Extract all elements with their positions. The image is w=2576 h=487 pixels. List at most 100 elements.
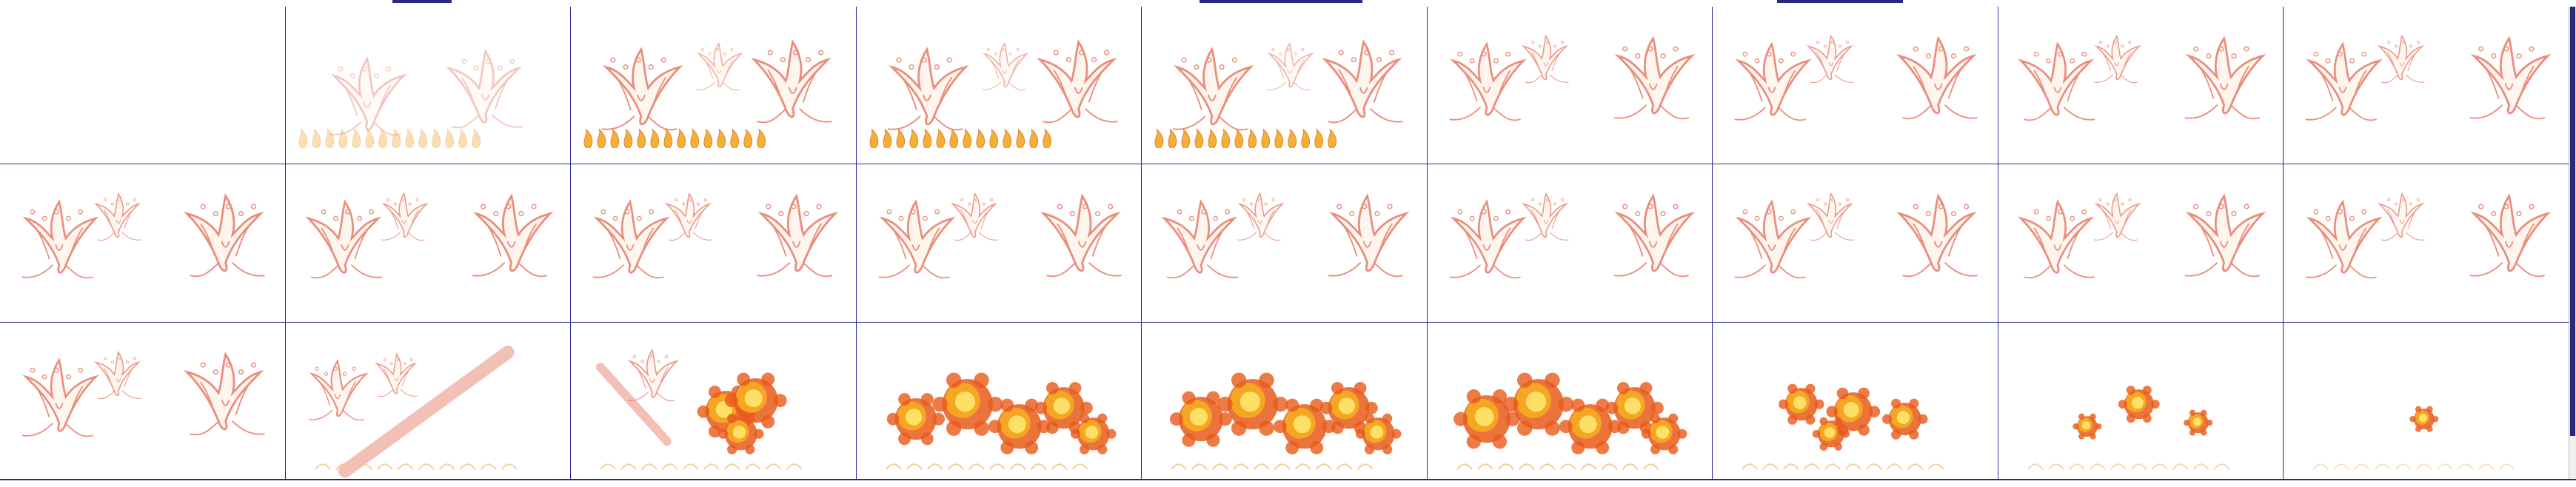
explosion-sprite [1641,413,1687,454]
explosion-sprite [931,372,1003,436]
sprite-frame[interactable] [571,7,857,165]
phoenix-sprite [1449,41,1527,121]
ground-smoke [1456,463,1659,470]
sprite-frame[interactable] [856,7,1143,165]
sprite-frame[interactable] [0,164,286,323]
explosion-sprite [1503,372,1574,436]
sprite-frame[interactable] [1142,322,1428,480]
sprite-frame[interactable] [1427,322,1713,480]
sprite-frame[interactable] [1998,164,2284,323]
sprite-frame[interactable] [0,7,286,165]
ground-smoke [314,463,518,470]
phoenix-sprite [1521,192,1569,241]
scrollbar-thumb[interactable] [2570,7,2575,436]
phoenix-sprite [1896,193,1978,278]
ground-smoke [600,463,803,470]
explosion-sprite [2409,406,2439,432]
phoenix-sprite [2469,36,2552,120]
sprite-frame[interactable] [0,322,286,480]
ground-flame [869,128,1051,148]
sprite-frame[interactable] [1142,164,1428,323]
phoenix-sprite [1734,41,1813,121]
phoenix-sprite [2469,193,2552,278]
phoenix-sprite [592,199,670,279]
phoenix-sprite [2017,199,2095,279]
phoenix-sprite [304,199,382,279]
phoenix-sprite [1267,41,1314,91]
sprite-frame[interactable] [2284,164,2569,323]
explosion-sprite [1453,389,1520,449]
phoenix-sprite [950,192,998,241]
sprite-frame[interactable] [2284,322,2569,480]
phoenix-sprite [21,357,99,437]
title-accent [1200,0,1362,3]
sprite-frame[interactable] [1427,7,1713,165]
phoenix-sprite [627,348,679,401]
phoenix-sprite [1322,39,1404,124]
phoenix-sprite [183,351,265,435]
ground-flame [583,128,766,148]
ground-smoke [2027,463,2230,470]
phoenix-sprite [93,350,141,399]
ground-smoke [1742,463,1944,470]
phoenix-sprite [2184,36,2266,120]
phoenix-sprite [981,41,1029,91]
sprite-frame[interactable] [856,322,1143,480]
vertical-scrollbar[interactable] [2569,7,2576,480]
explosion-sprite [1034,381,1093,434]
sprite-frame[interactable] [1142,7,1428,165]
explosion-sprite [1274,398,1336,454]
phoenix-sprite [1040,193,1122,278]
explosion-sprite [1812,417,1850,451]
phoenix-sprite [696,41,743,91]
explosion-sprite [886,392,945,445]
phoenix-sprite [472,193,554,278]
phoenix-sprite [1161,199,1239,279]
phoenix-sprite [1807,34,1854,84]
sprite-frame[interactable] [1713,322,1998,480]
explosion-sprite [718,413,764,454]
phoenix-sprite [1613,36,1696,120]
sprite-frame[interactable] [856,164,1143,323]
sprite-frame[interactable] [1713,7,1998,165]
sprite-frame[interactable] [571,164,857,323]
sprite-frame[interactable] [1998,7,2284,165]
phoenix-sprite [93,192,141,241]
explosion-sprite [2118,385,2160,423]
ground-flame [298,128,481,148]
ground-flame [1154,128,1337,148]
phoenix-sprite [1734,199,1813,279]
phoenix-sprite [2378,192,2426,241]
phoenix-sprite [2093,34,2141,84]
phoenix-sprite [1521,34,1569,84]
phoenix-sprite [374,352,418,397]
sprite-frame[interactable] [1998,322,2284,480]
explosion-sprite [1170,391,1233,447]
phoenix-sprite [665,192,712,241]
fire-beam [596,362,672,446]
sprite-frame[interactable] [1427,164,1713,323]
explosion-sprite [1070,413,1117,454]
phoenix-sprite [2306,41,2383,121]
phoenix-sprite [750,39,832,124]
sprite-frame[interactable] [285,164,572,323]
ground-smoke [885,463,1088,470]
ground-smoke [1171,463,1374,470]
phoenix-sprite [445,49,523,129]
phoenix-sprite [2306,199,2383,279]
phoenix-sprite [2017,41,2095,121]
sprite-frame[interactable] [1713,164,1998,323]
fire-beam [338,345,515,477]
phoenix-sprite [887,47,969,131]
phoenix-sprite [1237,192,1285,241]
explosion-sprite [1319,381,1379,434]
explosion-sprite [1217,372,1288,436]
phoenix-sprite [381,192,429,241]
sprite-frame[interactable] [285,322,572,480]
sprite-frame[interactable] [285,7,572,165]
phoenix-sprite [308,358,369,420]
sprite-frame[interactable] [2284,7,2569,165]
sprite-sheet [0,7,2569,480]
sprite-frame[interactable] [571,322,857,480]
phoenix-sprite [1172,47,1254,131]
